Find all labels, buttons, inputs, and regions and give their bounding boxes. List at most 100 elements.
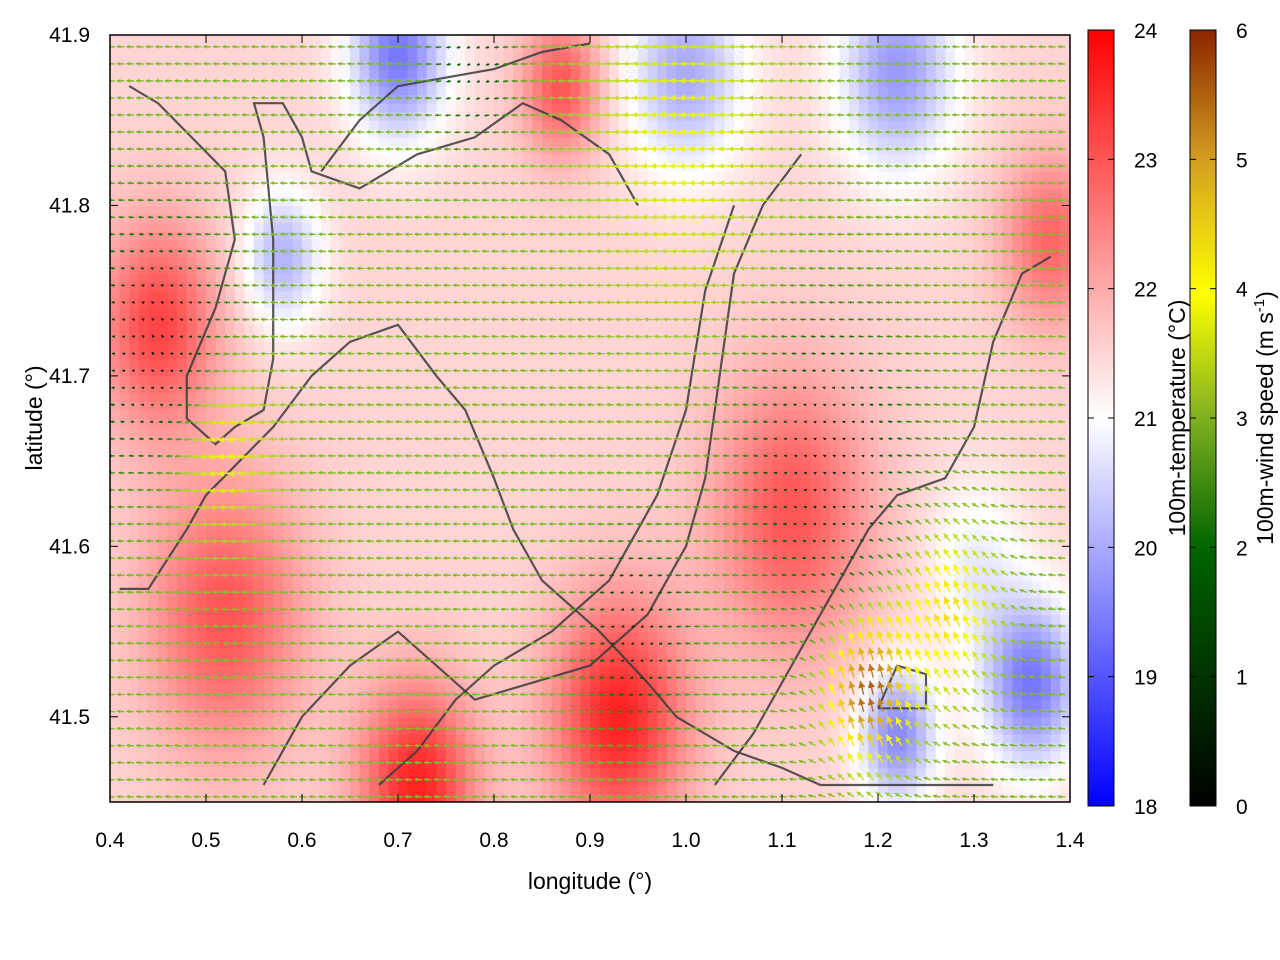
heatmap-cell (167, 324, 178, 334)
heatmap-cell (129, 597, 140, 607)
heatmap-cell (522, 214, 533, 224)
heatmap-cell (302, 231, 313, 241)
heatmap-cell (513, 733, 524, 743)
heatmap-cell (599, 537, 610, 547)
heatmap-cell (119, 478, 130, 488)
heatmap-cell (369, 606, 380, 616)
heatmap-cell (551, 367, 562, 377)
heatmap-cell (378, 120, 389, 130)
heatmap-cell (590, 94, 601, 104)
heatmap-cell (177, 196, 188, 206)
heatmap-cell (465, 43, 476, 53)
heatmap-cell (186, 767, 197, 777)
heatmap-cell (407, 162, 418, 172)
heatmap-cell (129, 222, 140, 232)
heatmap-cell (378, 554, 389, 564)
heatmap-cell (244, 554, 255, 564)
heatmap-cell (369, 111, 380, 121)
heatmap-cell (542, 776, 553, 786)
heatmap-cell (570, 469, 581, 479)
heatmap-cell (494, 307, 505, 317)
heatmap-cell (158, 137, 169, 147)
heatmap-cell (196, 401, 207, 411)
heatmap-cell (494, 648, 505, 658)
heatmap-cell (167, 188, 178, 198)
heatmap-cell (417, 631, 428, 641)
heatmap-cell (484, 640, 495, 650)
heatmap-cell (551, 145, 562, 155)
heatmap-cell (542, 699, 553, 709)
heatmap-cell (225, 222, 236, 232)
heatmap-cell (359, 222, 370, 232)
heatmap-cell (628, 665, 639, 675)
heatmap-cell (119, 196, 130, 206)
heatmap-cell (388, 580, 399, 590)
heatmap-cell (110, 86, 121, 96)
heatmap-cell (532, 631, 543, 641)
heatmap-cell (455, 290, 466, 300)
heatmap-cell (618, 205, 629, 215)
heatmap-cell (206, 716, 217, 726)
heatmap-cell (388, 588, 399, 598)
heatmap-cell (465, 86, 476, 96)
heatmap-cell (244, 350, 255, 360)
heatmap-cell (225, 767, 236, 777)
heatmap-cell (570, 750, 581, 760)
heatmap-cell (110, 316, 121, 326)
heatmap-cell (388, 282, 399, 292)
heatmap-cell (484, 316, 495, 326)
heatmap-cell (321, 563, 332, 573)
heatmap-cell (618, 392, 629, 402)
heatmap-cell (417, 708, 428, 718)
heatmap-cell (138, 214, 149, 224)
heatmap-cell (206, 145, 217, 155)
heatmap-cell (503, 248, 514, 258)
heatmap-cell (282, 248, 293, 258)
heatmap-cell (417, 733, 428, 743)
heatmap-cell (311, 103, 322, 113)
heatmap-cell (292, 410, 303, 420)
heatmap-cell (321, 341, 332, 351)
heatmap-cell (503, 392, 514, 402)
heatmap-cell (570, 282, 581, 292)
heatmap-cell (110, 410, 121, 420)
heatmap-cell (215, 478, 226, 488)
heatmap-cell (186, 86, 197, 96)
heatmap-cell (129, 205, 140, 215)
heatmap-cell (359, 614, 370, 624)
heatmap-cell (628, 486, 639, 496)
heatmap-cell (321, 77, 332, 87)
heatmap-cell (282, 648, 293, 658)
heatmap-cell (436, 503, 447, 513)
heatmap-cell (484, 546, 495, 556)
heatmap-cell (609, 776, 620, 786)
heatmap-cell (522, 452, 533, 462)
heatmap-cell (542, 333, 553, 343)
heatmap-cell (590, 375, 601, 385)
heatmap-cell (522, 597, 533, 607)
heatmap-cell (513, 239, 524, 249)
heatmap-cell (417, 111, 428, 121)
heatmap-cell (417, 137, 428, 147)
heatmap-cell (378, 410, 389, 420)
heatmap-cell (292, 196, 303, 206)
heatmap-cell (599, 418, 610, 428)
heatmap-cell (580, 111, 591, 121)
heatmap-cell (590, 427, 601, 437)
heatmap-cell (599, 512, 610, 522)
heatmap-cell (263, 43, 274, 53)
heatmap-cell (119, 546, 130, 556)
heatmap-cell (359, 358, 370, 368)
heatmap-cell (618, 358, 629, 368)
heatmap-cell (388, 776, 399, 786)
heatmap-cell (426, 154, 437, 164)
heatmap-cell (503, 597, 514, 607)
heatmap-cell (618, 401, 629, 411)
heatmap-cell (273, 145, 284, 155)
heatmap-cell (292, 171, 303, 181)
heatmap-cell (138, 94, 149, 104)
heatmap-cell (196, 682, 207, 692)
heatmap-cell (330, 427, 341, 437)
heatmap-cell (225, 137, 236, 147)
heatmap-cell (570, 461, 581, 471)
